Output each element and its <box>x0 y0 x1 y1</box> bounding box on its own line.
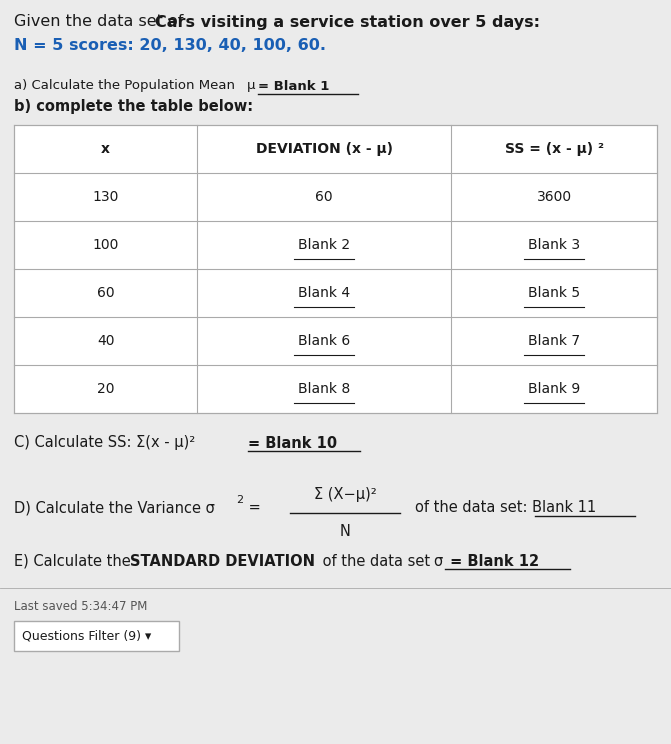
FancyBboxPatch shape <box>14 621 179 651</box>
Text: DEVIATION (x - μ): DEVIATION (x - μ) <box>256 142 393 156</box>
Bar <box>14 125 657 413</box>
Text: SS = (x - μ) ²: SS = (x - μ) ² <box>505 142 604 156</box>
Text: = Blank 12: = Blank 12 <box>445 554 539 568</box>
Text: Blank 9: Blank 9 <box>528 382 580 396</box>
Text: Blank 2: Blank 2 <box>298 238 350 252</box>
Text: Blank 4: Blank 4 <box>298 286 350 300</box>
Text: Blank 8: Blank 8 <box>298 382 350 396</box>
Text: a) Calculate the Population Mean: a) Calculate the Population Mean <box>14 80 240 92</box>
Text: σ: σ <box>433 554 442 568</box>
Text: Cars visiting a service station over 5 days:: Cars visiting a service station over 5 d… <box>155 14 540 30</box>
Text: 3600: 3600 <box>537 190 572 204</box>
Text: 20: 20 <box>97 382 114 396</box>
Text: Questions Filter (9) ▾: Questions Filter (9) ▾ <box>22 629 151 643</box>
Text: E) Calculate the: E) Calculate the <box>14 554 136 568</box>
Text: = Blank 1: = Blank 1 <box>258 80 329 92</box>
Text: 100: 100 <box>93 238 119 252</box>
Text: Given the data set of: Given the data set of <box>14 14 189 30</box>
Text: Blank 7: Blank 7 <box>528 334 580 348</box>
Text: of the data set: Blank 11: of the data set: Blank 11 <box>415 501 597 516</box>
Text: 60: 60 <box>97 286 115 300</box>
Text: = Blank 10: = Blank 10 <box>248 435 337 451</box>
Text: 2: 2 <box>236 495 243 505</box>
Text: Blank 3: Blank 3 <box>528 238 580 252</box>
Text: Blank 6: Blank 6 <box>298 334 350 348</box>
Text: STANDARD DEVIATION: STANDARD DEVIATION <box>130 554 315 568</box>
Text: Blank 5: Blank 5 <box>528 286 580 300</box>
Text: of the data set: of the data set <box>318 554 435 568</box>
Text: Σ (X−μ)²: Σ (X−μ)² <box>313 487 376 502</box>
Text: b) complete the table below:: b) complete the table below: <box>14 100 253 115</box>
Text: 60: 60 <box>315 190 333 204</box>
Text: 40: 40 <box>97 334 114 348</box>
Text: N = 5 scores: 20, 130, 40, 100, 60.: N = 5 scores: 20, 130, 40, 100, 60. <box>14 39 326 54</box>
Text: Last saved 5:34:47 PM: Last saved 5:34:47 PM <box>14 600 148 612</box>
Text: C) Calculate SS: Σ(x - μ)²: C) Calculate SS: Σ(x - μ)² <box>14 435 195 451</box>
Text: =: = <box>244 501 265 516</box>
Text: x: x <box>101 142 110 156</box>
Text: 130: 130 <box>93 190 119 204</box>
Text: D) Calculate the Variance σ: D) Calculate the Variance σ <box>14 501 215 516</box>
Text: N: N <box>340 524 350 539</box>
Text: μ: μ <box>247 80 256 92</box>
